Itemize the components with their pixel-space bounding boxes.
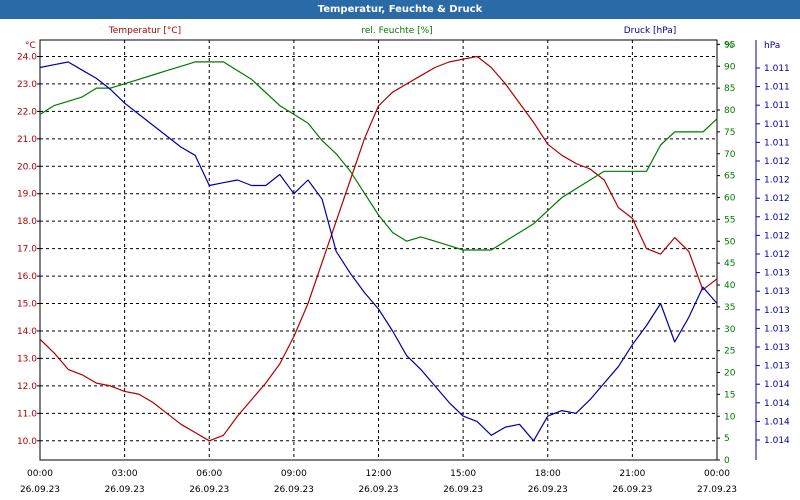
y-tick-pressure: 1.013 [764,306,790,316]
y-tick-humidity: 50 [724,237,736,247]
y-tick-pressure: 1.012 [764,250,790,260]
y-tick-pressure: 1.011 [764,101,790,111]
x-tick-date: 26.09.23 [528,485,568,495]
x-tick-time: 18:00 [535,469,561,479]
humidity-axis-label: rel. Feuchte [%] [361,26,432,36]
series-line-humidity [39,61,718,251]
y-tick-humidity: 65 [724,172,735,182]
y-tick-humidity: 85 [724,84,735,94]
y-tick-humidity: 75 [724,128,735,138]
y-tick-temperature: 11.0 [17,409,37,419]
x-tick-time: 06:00 [196,469,222,479]
x-tick-time: 00:00 [27,469,53,479]
x-tick-date: 26.09.23 [274,485,314,495]
y-tick-pressure: 1.011 [764,120,790,130]
y-tick-humidity: 30 [724,325,736,335]
y-tick-humidity: 80 [724,106,736,116]
x-tick-time: 09:00 [281,469,307,479]
y-tick-humidity: 95 [724,40,735,50]
y-tick-pressure: 1.013 [764,287,790,297]
y-tick-pressure: 1.014 [764,417,790,427]
y-tick-humidity: 90 [724,62,736,72]
temperature-axis-label: Temperatur [°C] [108,26,181,36]
x-tick-time: 15:00 [450,469,476,479]
x-tick-time: 12:00 [366,469,392,479]
window-title: Temperatur, Feuchte & Druck [0,0,800,19]
y-tick-pressure: 1.012 [764,157,790,167]
x-tick-date: 26.09.23 [612,485,652,495]
y-tick-pressure: 1.013 [764,343,790,353]
y-tick-humidity: 45 [724,259,735,269]
y-tick-pressure: 1.013 [764,324,790,334]
y-tick-pressure: 1.013 [764,269,790,279]
y-tick-humidity: 5 [724,434,730,444]
x-tick-time: 03:00 [112,469,138,479]
y-tick-pressure: 1.011 [764,83,790,93]
y-tick-pressure: 1.012 [764,213,790,223]
y-tick-pressure: 1.014 [764,380,790,390]
x-tick-date: 26.09.23 [358,485,398,495]
y-tick-temperature: 14.0 [17,327,37,337]
x-tick-date: 26.09.23 [443,485,483,495]
y-tick-temperature: 20.0 [17,162,37,172]
y-tick-humidity: 70 [724,150,736,160]
y-tick-temperature: 17.0 [17,245,37,255]
y-tick-temperature: 23.0 [17,80,37,90]
y-tick-temperature: 24.0 [17,52,37,62]
y-tick-humidity: 55 [724,215,735,225]
x-tick-date: 26.09.23 [105,485,145,495]
y-tick-pressure: 1.011 [764,138,790,148]
pressure-axis-label: Druck [hPa] [624,26,677,36]
y-tick-temperature: 18.0 [17,217,37,227]
x-tick-date: 26.09.23 [189,485,229,495]
y-tick-temperature: 10.0 [17,437,37,447]
y-tick-pressure: 1.012 [764,231,790,241]
y-tick-pressure: 1.012 [764,176,790,186]
y-tick-humidity: 60 [724,194,736,204]
y-tick-temperature: 13.0 [17,354,37,364]
x-tick-date: 26.09.23 [20,485,60,495]
temperature-unit: °C [25,41,36,51]
y-tick-pressure: 1.013 [764,362,790,372]
series-line-pressure [39,61,718,442]
series-line-temperature [39,55,718,442]
y-tick-humidity: 20 [724,369,736,379]
y-tick-humidity: 10 [724,412,736,422]
humidity-unit: % [725,41,734,51]
y-tick-humidity: 35 [724,303,735,313]
x-tick-date: 27.09.23 [697,485,737,495]
y-tick-pressure: 1.012 [764,194,790,204]
y-tick-temperature: 19.0 [17,190,37,200]
x-tick-time: 00:00 [704,469,730,479]
y-tick-pressure: 1.011 [764,64,790,74]
y-tick-humidity: 25 [724,347,735,357]
y-tick-humidity: 0 [724,456,730,466]
y-tick-temperature: 16.0 [17,272,37,282]
y-tick-pressure: 1.014 [764,399,790,409]
y-tick-humidity: 40 [724,281,736,291]
y-tick-temperature: 21.0 [17,135,37,145]
y-tick-temperature: 12.0 [17,382,37,392]
y-tick-temperature: 15.0 [17,300,37,310]
y-tick-pressure: 1.014 [764,436,790,446]
y-tick-humidity: 15 [724,390,735,400]
y-tick-temperature: 22.0 [17,107,37,117]
x-tick-time: 21:00 [619,469,645,479]
pressure-unit: hPa [764,41,780,51]
